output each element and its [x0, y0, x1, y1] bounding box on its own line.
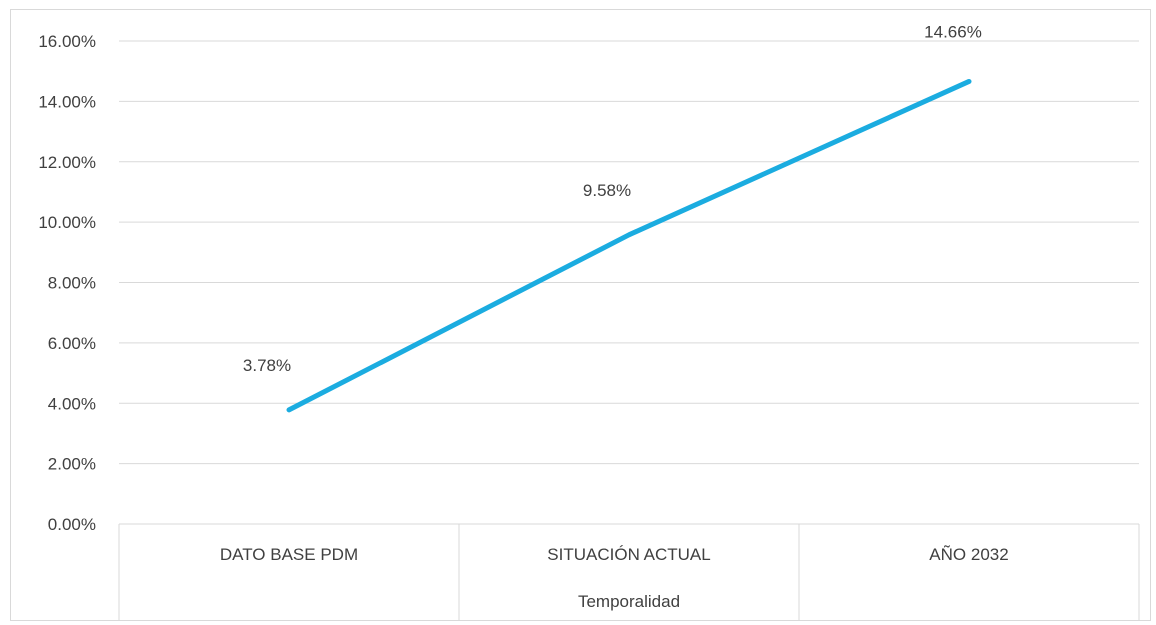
chart-frame	[10, 9, 1151, 621]
x-category-label: SITUACIÓN ACTUAL	[547, 545, 710, 564]
y-tick-label: 12.00%	[38, 153, 96, 172]
y-tick-label: 0.00%	[48, 515, 96, 534]
x-axis-title: Temporalidad	[578, 592, 680, 611]
y-tick-label: 4.00%	[48, 394, 96, 413]
series-line	[286, 78, 972, 413]
y-tick-label: 14.00%	[38, 92, 96, 111]
y-axis-ticks: 0.00% 2.00% 4.00% 6.00% 8.00% 10.00% 12.00% 14.…	[38, 32, 96, 534]
data-label: 14.66%	[924, 22, 982, 41]
series-line-layer	[286, 78, 972, 413]
x-category-label: DATO BASE PDM	[220, 545, 358, 564]
x-category-label: AÑO 2032	[929, 545, 1008, 564]
data-label: 3.78%	[243, 356, 291, 375]
gridlines	[118, 40, 1140, 621]
y-tick-label: 6.00%	[48, 334, 96, 353]
y-tick-label: 10.00%	[38, 213, 96, 232]
data-labels: 3.78% 9.58% 14.66%	[243, 22, 982, 374]
x-axis-categories: DATO BASE PDM SITUACIÓN ACTUAL AÑO 2032	[220, 545, 1009, 564]
y-tick-label: 2.00%	[48, 455, 96, 474]
data-label: 9.58%	[583, 181, 631, 200]
y-tick-label: 8.00%	[48, 274, 96, 293]
y-tick-label: 16.00%	[38, 32, 96, 51]
